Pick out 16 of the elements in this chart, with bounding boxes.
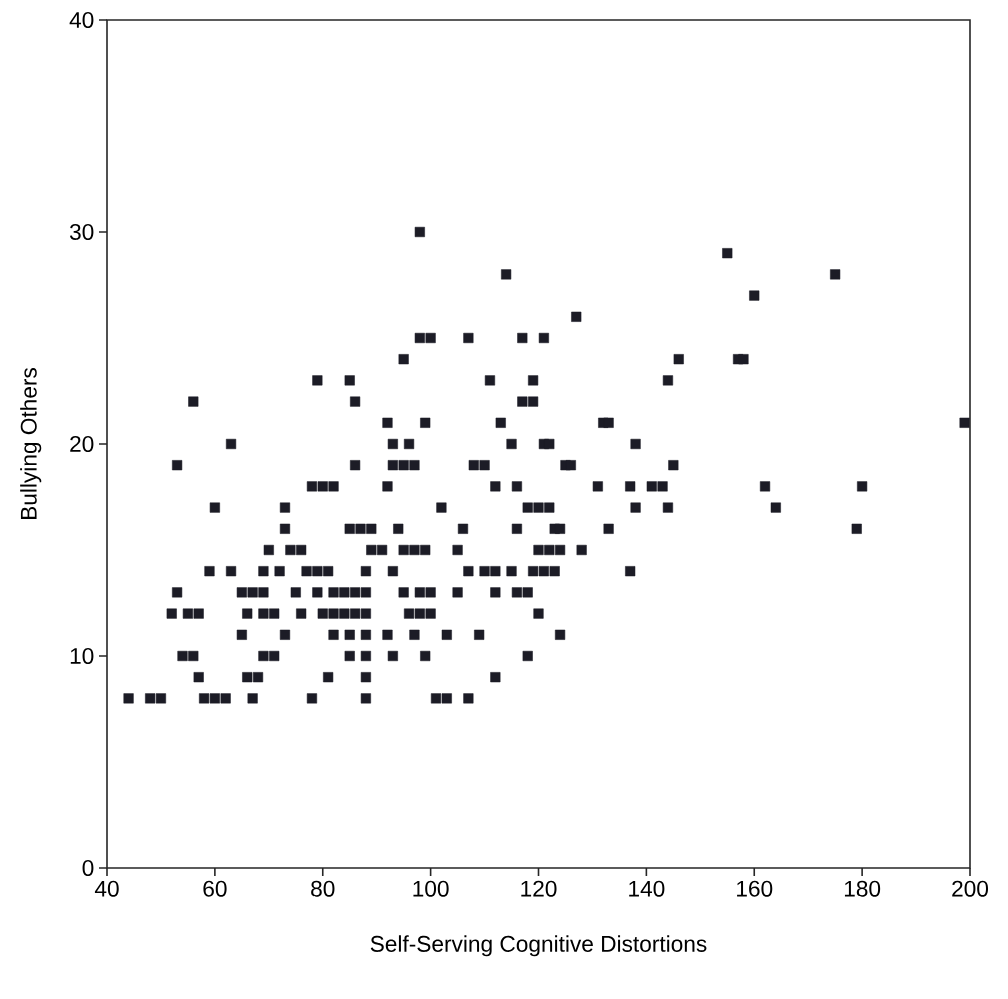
x-tick-label: 140 [629, 880, 665, 897]
x-tick-label: 180 [844, 880, 881, 897]
x-tick-label: 200 [952, 880, 989, 897]
y-tick-label: 0 [82, 859, 94, 877]
y-tick-label: 20 [70, 435, 94, 453]
x-tick-label: 160 [737, 880, 773, 897]
x-tick-label: 80 [311, 880, 335, 897]
x-tick-label: 40 [94, 880, 119, 897]
y-tick-label: 10 [70, 647, 94, 665]
x-tick-label: 120 [521, 880, 557, 897]
y-tick-label: 30 [69, 223, 94, 241]
x-tick-label: 60 [203, 880, 227, 897]
x-tick-label: 100 [413, 880, 449, 897]
y-tick-label: 40 [69, 11, 94, 29]
y-axis-title: Bullying Others [20, 368, 42, 519]
x-axis-title: Self-Serving Cognitive Distortions [370, 935, 707, 957]
